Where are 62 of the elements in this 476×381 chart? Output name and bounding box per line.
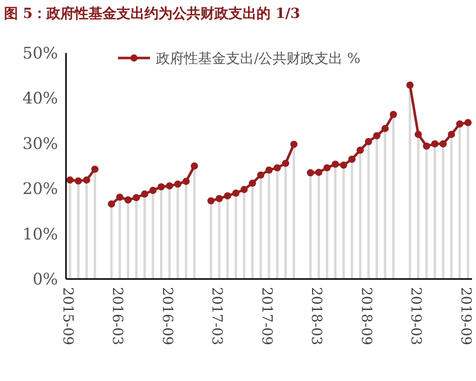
point xyxy=(282,160,290,167)
point xyxy=(448,130,456,138)
point xyxy=(464,119,472,126)
point xyxy=(174,180,182,188)
point xyxy=(66,176,74,184)
point xyxy=(373,132,380,140)
point xyxy=(216,194,223,202)
point xyxy=(141,190,148,198)
point xyxy=(224,192,232,200)
point xyxy=(257,171,264,179)
point xyxy=(431,140,438,148)
point xyxy=(323,164,331,172)
point xyxy=(456,120,464,128)
y-tick-label: 30% xyxy=(22,134,58,153)
point xyxy=(166,182,174,190)
point xyxy=(356,146,364,154)
point xyxy=(406,81,414,89)
y-tick-label: 10% xyxy=(22,224,58,244)
point xyxy=(207,197,215,204)
x-tick-label: 2015-09 xyxy=(59,287,76,346)
point xyxy=(132,194,140,202)
point xyxy=(306,169,314,176)
chart-title: 图 5：政府性基金支出约为公共财政支出的 1/3 xyxy=(4,5,300,22)
point xyxy=(390,110,397,118)
point xyxy=(381,124,389,132)
y-tick-label: 40% xyxy=(22,88,58,108)
legend-label: 政府性基金支出/公共财政支出 % xyxy=(156,51,360,67)
x-tick-label: 2018-03 xyxy=(308,287,324,346)
point xyxy=(124,196,132,204)
point xyxy=(91,166,98,173)
point xyxy=(265,166,273,174)
x-tick-label: 2016-03 xyxy=(109,287,126,346)
point xyxy=(190,162,198,170)
point xyxy=(348,156,356,163)
point xyxy=(82,176,90,184)
x-tick-label: 2017-03 xyxy=(208,287,225,346)
y-tick-label: 20% xyxy=(22,179,58,198)
point xyxy=(232,190,240,197)
x-tick-label: 2019-09 xyxy=(457,287,474,346)
point xyxy=(149,186,157,194)
point xyxy=(414,130,422,138)
point xyxy=(440,140,447,148)
x-tick-label: 2018-09 xyxy=(358,287,374,346)
x-tick-label: 2017-09 xyxy=(258,287,274,346)
point xyxy=(158,183,165,190)
point xyxy=(290,140,298,148)
point xyxy=(315,168,322,176)
point xyxy=(364,138,372,146)
y-tick-label: 50% xyxy=(22,44,58,62)
point xyxy=(240,186,248,194)
point xyxy=(332,160,339,168)
point xyxy=(74,177,82,185)
y-tick-label: 0% xyxy=(32,270,58,288)
point xyxy=(248,180,256,187)
x-tick-label: 2016-09 xyxy=(158,287,175,346)
point xyxy=(116,194,124,201)
point xyxy=(108,200,116,208)
point xyxy=(422,142,430,150)
point xyxy=(274,164,281,172)
point xyxy=(182,178,190,185)
point xyxy=(340,161,348,169)
x-tick-label: 2019-03 xyxy=(408,287,424,346)
